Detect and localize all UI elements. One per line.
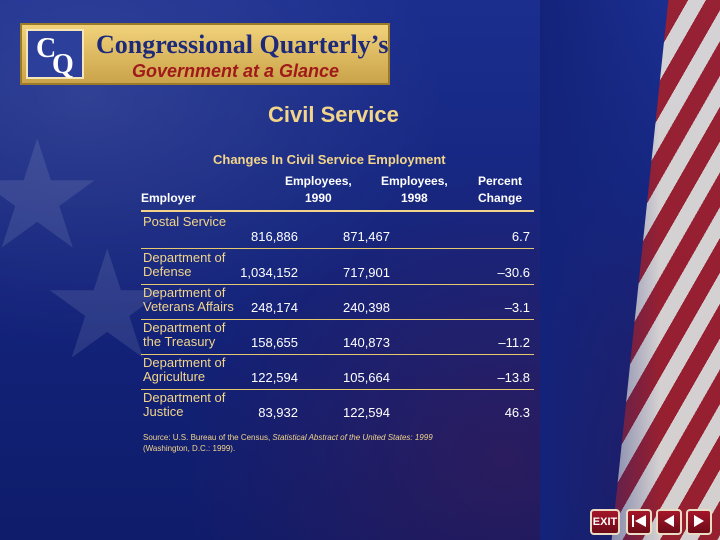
source-note: Source: U.S. Bureau of the Census, Stati… <box>143 432 543 454</box>
employees-1990-cell: 1,034,152 <box>240 265 298 280</box>
exit-label: EXIT <box>592 516 618 528</box>
employer-cell: Department of Justice <box>143 390 226 419</box>
logo-letter-c: C <box>36 33 57 64</box>
next-arrow-icon <box>692 514 706 531</box>
column-header-percent-change: Percent Change <box>478 174 523 205</box>
stripes-fade <box>540 0 660 540</box>
cq-header-badge: C Q Congressional Quarterly’s Government… <box>20 23 390 85</box>
brand-subtitle: Government at a Glance <box>132 61 340 81</box>
brand-title: Congressional Quarterly’s <box>96 30 389 59</box>
table-row: Department of Justice 83,932 122,594 46.… <box>141 389 534 424</box>
column-header-employees-1990: Employees, 1990 <box>285 174 352 205</box>
employer-cell: Department of Defense <box>143 250 226 279</box>
table-title: Changes In Civil Service Employment <box>213 152 446 167</box>
table-row: Department of Agriculture 122,594 105,66… <box>141 354 534 390</box>
table-row: Department of Veterans Affairs 248,174 2… <box>141 284 534 320</box>
skip-to-first-icon <box>631 514 647 531</box>
employer-cell: Department of Agriculture <box>143 355 226 384</box>
table-row: Department of the Treasury 158,655 140,8… <box>141 319 534 355</box>
page-title: Civil Service <box>268 102 399 127</box>
percent-change-cell: 6.7 <box>511 229 530 244</box>
employer-cell: Department of the Treasury <box>143 320 226 349</box>
percent-change-cell: –30.6 <box>497 265 530 280</box>
employees-1990-cell: 83,932 <box>258 405 298 420</box>
employer-cell: Department of Veterans Affairs <box>143 285 234 314</box>
column-header-employer: Employer <box>141 191 196 205</box>
percent-change-cell: –13.8 <box>497 370 530 385</box>
employees-1998-cell: 105,664 <box>343 370 390 385</box>
previous-slide-button[interactable] <box>656 509 682 535</box>
source-title: Statistical Abstract of the United State… <box>272 433 433 442</box>
previous-arrow-icon <box>662 514 676 531</box>
employees-1998-cell: 871,467 <box>343 229 390 244</box>
logo-letter-q: Q <box>52 49 74 80</box>
employees-1998-cell: 717,901 <box>343 265 390 280</box>
percent-change-cell: –3.1 <box>504 300 530 315</box>
employees-1998-cell: 140,873 <box>343 335 390 350</box>
percent-change-cell: 46.3 <box>504 405 530 420</box>
employees-1990-cell: 816,886 <box>251 229 298 244</box>
cq-logo: C Q <box>26 29 84 80</box>
employees-1990-cell: 248,174 <box>251 300 298 315</box>
header-divider <box>141 210 534 212</box>
employees-1990-cell: 122,594 <box>251 370 298 385</box>
table-row: Postal Service 816,886 871,467 6.7 <box>141 213 534 249</box>
source-prefix: Source: U.S. Bureau of the Census, <box>143 433 273 442</box>
first-slide-button[interactable] <box>626 509 652 535</box>
next-slide-button[interactable] <box>686 509 712 535</box>
exit-button[interactable]: EXIT <box>590 509 620 535</box>
star-decoration: ★ <box>0 111 105 279</box>
source-suffix: (Washington, D.C.: 1999). <box>143 444 236 453</box>
table-row: Department of Defense 1,034,152 717,901 … <box>141 249 534 285</box>
employees-1990-cell: 158,655 <box>251 335 298 350</box>
employees-1998-cell: 122,594 <box>343 405 390 420</box>
column-header-employees-1998: Employees, 1998 <box>381 174 448 205</box>
employer-cell: Postal Service <box>143 214 227 229</box>
star-decoration: ★ <box>40 221 175 389</box>
percent-change-cell: –11.2 <box>498 335 530 350</box>
employees-1998-cell: 240,398 <box>343 300 390 315</box>
